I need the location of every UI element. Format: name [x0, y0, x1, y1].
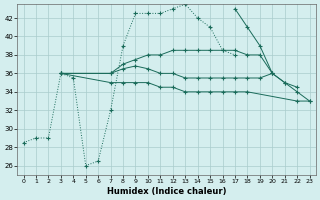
X-axis label: Humidex (Indice chaleur): Humidex (Indice chaleur)	[107, 187, 226, 196]
